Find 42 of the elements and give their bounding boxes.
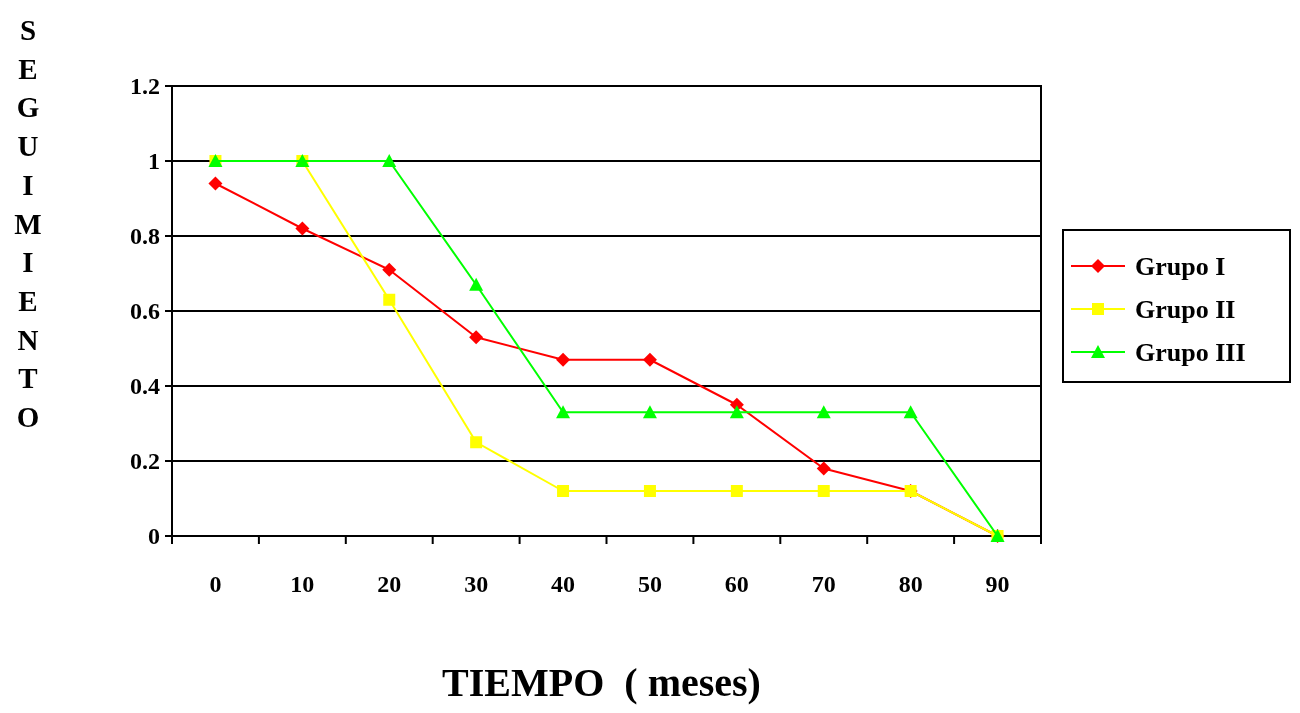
x-tick-label: 40 — [551, 571, 576, 597]
point — [295, 221, 310, 236]
point — [642, 405, 657, 419]
point — [470, 436, 483, 449]
point — [817, 485, 830, 497]
point — [557, 485, 570, 497]
x-axis-title: TIEMPO ( meses) — [442, 660, 761, 705]
point — [643, 485, 656, 497]
point — [469, 277, 484, 291]
x-tick-label: 30 — [464, 571, 489, 597]
point — [208, 176, 223, 191]
point — [556, 352, 571, 367]
legend-label: Grupo III — [1135, 338, 1246, 368]
point — [729, 405, 744, 419]
legend-label: Grupo I — [1135, 252, 1226, 282]
point — [469, 330, 484, 345]
x-tick-label: 20 — [377, 571, 402, 597]
point — [730, 485, 743, 497]
x-tick-label: 90 — [985, 571, 1010, 597]
point — [642, 352, 657, 367]
y-tick-label: 1.2 — [130, 73, 160, 100]
point — [816, 405, 831, 419]
x-tick-label: 70 — [811, 571, 836, 597]
x-tick-label: 80 — [898, 571, 923, 597]
point — [383, 293, 396, 306]
legend-label: Grupo II — [1135, 295, 1236, 325]
point — [382, 154, 397, 167]
y-tick-label: 0.2 — [130, 448, 160, 475]
y-tick-label: 0.4 — [130, 373, 160, 400]
x-tick-label: 50 — [637, 571, 662, 597]
point — [556, 405, 571, 419]
text: SEGUIMIENTO — [14, 14, 42, 433]
point — [816, 461, 831, 476]
y-tick-label: 0.8 — [130, 223, 160, 250]
x-tick-label: 0 — [209, 571, 222, 597]
point — [903, 405, 918, 419]
y-tick-label: 0.6 — [130, 298, 160, 325]
point — [382, 262, 397, 277]
y-tick-label: 1 — [148, 148, 160, 175]
x-tick-label: 60 — [724, 571, 749, 597]
x-tick-label: 10 — [290, 571, 315, 597]
y-tick-label: 0 — [148, 523, 160, 550]
